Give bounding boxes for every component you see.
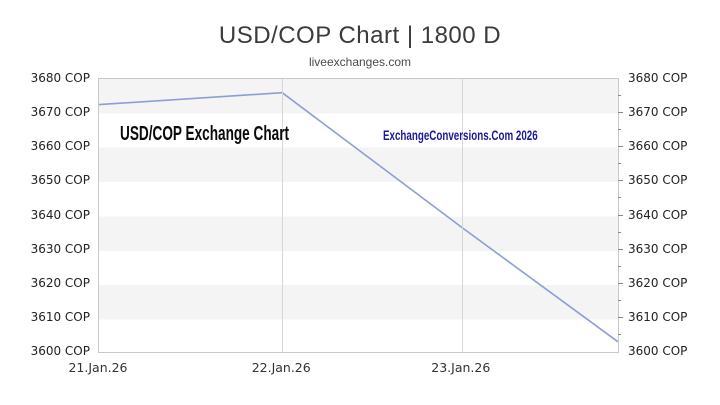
y-axis-tick	[618, 180, 623, 182]
y-axis-tick	[618, 112, 623, 114]
y-axis-tick	[618, 248, 623, 250]
chart-title: USD/COP Chart | 1800 D	[218, 22, 502, 49]
y-axis-tick	[618, 197, 621, 199]
x-axis-label: 22.Jan.26	[251, 360, 311, 375]
y-axis-tick	[618, 316, 623, 318]
y-axis-label-right: 3620 COP	[628, 275, 688, 290]
plot-area	[98, 78, 619, 353]
y-axis-label-right: 3640 COP	[628, 207, 688, 222]
y-axis-tick	[618, 265, 621, 267]
vertical-gridline	[462, 79, 463, 352]
watermark-exchange-chart: USD/COP Exchange Chart	[120, 123, 290, 145]
y-axis-label-left: 3670 COP	[30, 105, 90, 120]
y-axis-tick	[618, 95, 621, 97]
x-axis-label: 21.Jan.26	[68, 360, 128, 375]
y-axis-label-right: 3650 COP	[628, 173, 688, 188]
y-axis-label-right: 3670 COP	[628, 105, 688, 120]
y-axis-label-right: 3660 COP	[628, 139, 688, 154]
y-axis-tick	[618, 282, 623, 284]
y-axis-label-left: 3630 COP	[30, 241, 90, 256]
vertical-gridline	[282, 79, 283, 352]
y-axis-label-right: 3680 COP	[628, 71, 688, 85]
y-axis-tick	[618, 129, 621, 131]
price-line-svg	[99, 91, 618, 343]
watermark-exchangeconversions: ExchangeConversions.Com 2026	[383, 127, 538, 143]
y-axis-label-right: 3600 COP	[628, 344, 688, 358]
y-axis-tick	[618, 146, 623, 148]
y-axis-tick	[618, 214, 623, 216]
y-axis-label-left: 3640 COP	[30, 207, 90, 222]
y-axis-label-left: 3610 COP	[30, 309, 90, 324]
y-axis-label-left: 3620 COP	[30, 275, 90, 290]
y-axis-tick	[618, 333, 621, 335]
chart-subtitle: liveexchanges.com	[308, 55, 412, 69]
y-axis-label-left: 3680 COP	[30, 71, 90, 85]
y-axis-label-right: 3630 COP	[628, 241, 688, 256]
y-axis-tick	[618, 231, 621, 233]
price-line	[99, 91, 618, 343]
y-axis-label-left: 3660 COP	[30, 139, 90, 154]
y-axis-tick	[618, 163, 621, 165]
y-axis-tick	[618, 299, 621, 301]
x-axis-label: 23.Jan.26	[431, 360, 491, 375]
y-axis-label-left: 3600 COP	[30, 344, 90, 358]
y-axis-label-left: 3650 COP	[30, 173, 90, 188]
y-axis-label-right: 3610 COP	[628, 309, 688, 324]
